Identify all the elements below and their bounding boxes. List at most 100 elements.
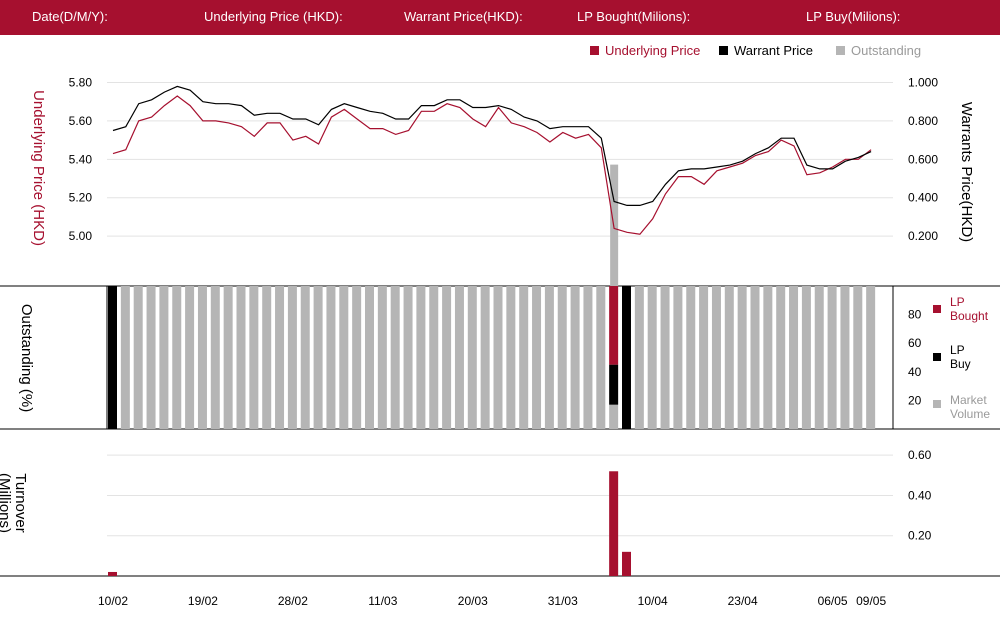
market-volume-bar xyxy=(172,286,182,429)
market-volume-bar xyxy=(352,286,362,429)
market-volume-bar xyxy=(596,286,606,429)
market-volume-bar xyxy=(223,286,233,429)
x-tick-label: 19/02 xyxy=(188,594,218,608)
turnover-bar xyxy=(609,471,619,576)
market-volume-bar xyxy=(583,286,593,429)
x-tick-label: 09/05 xyxy=(856,594,886,608)
market-volume-bar xyxy=(724,286,734,429)
outstanding-tick-label: 60 xyxy=(908,336,922,350)
market-volume-bar xyxy=(840,286,850,429)
outstanding-tick-label: 40 xyxy=(908,365,922,379)
market-volume-bar xyxy=(365,286,374,429)
market-volume-bar xyxy=(197,286,207,429)
market-volume-bar xyxy=(326,286,336,429)
market-volume-bar xyxy=(814,286,824,429)
market-volume-bar xyxy=(519,286,529,429)
lp-bought-bar xyxy=(609,286,619,365)
left-tick-label: 5.40 xyxy=(69,152,93,166)
market-volume-bar xyxy=(377,286,387,429)
market-volume-bar xyxy=(750,286,760,429)
right-tick-label: 1.000 xyxy=(908,76,938,90)
turnover-bar xyxy=(108,571,117,576)
right-tick-label: 0.400 xyxy=(908,191,938,205)
market-volume-bar xyxy=(339,286,349,429)
market-volume-bar xyxy=(711,286,721,429)
right-tick-label: 0.800 xyxy=(908,114,938,128)
underlying-price-line xyxy=(112,95,872,235)
left-tick-label: 5.80 xyxy=(69,76,93,90)
x-tick-label: 11/03 xyxy=(368,594,397,608)
market-volume-bar xyxy=(249,286,259,429)
lp-buy-bar xyxy=(622,286,631,429)
outstanding-tick-label: 80 xyxy=(908,308,922,322)
turnover-axis-title-line2: (Millions) xyxy=(0,473,13,533)
market-volume-bar xyxy=(454,286,464,429)
left-tick-label: 5.20 xyxy=(69,191,93,205)
market-volume-bar xyxy=(287,286,297,429)
x-tick-label: 31/03 xyxy=(548,594,578,608)
x-tick-label: 10/02 xyxy=(98,594,128,608)
legend-swatch xyxy=(933,305,941,313)
market-volume-bar xyxy=(210,286,220,429)
market-volume-bar xyxy=(737,286,747,429)
market-volume-bar xyxy=(673,286,683,429)
legend-swatch xyxy=(836,46,845,55)
x-tick-label: 20/03 xyxy=(458,594,488,608)
lp-buy-bar xyxy=(609,364,619,405)
lp-buy-label: LP Buy(Milions): xyxy=(806,9,901,24)
market-volume-bar xyxy=(827,286,837,429)
warrant-price-line xyxy=(112,85,872,206)
market-volume-bar xyxy=(159,286,169,429)
market-volume-bar xyxy=(275,286,285,429)
market-volume-bar xyxy=(493,286,503,429)
market-volume-bar xyxy=(544,286,554,429)
legend-label: Warrant Price xyxy=(734,43,813,58)
market-volume-bar xyxy=(133,286,143,429)
market-volume-bar xyxy=(262,286,272,429)
legend-swatch xyxy=(933,400,941,408)
market-volume-bar xyxy=(442,286,452,429)
right-tick-label: 0.600 xyxy=(908,152,938,166)
market-volume-bar xyxy=(480,286,490,429)
market-volume-bar xyxy=(185,286,195,429)
market-volume-bar xyxy=(699,286,709,429)
turnover-tick-label: 0.60 xyxy=(908,448,932,462)
market-volume-bar xyxy=(120,286,130,429)
market-volume-bar xyxy=(866,286,876,429)
market-volume-bar xyxy=(429,286,439,429)
market-volume-bar xyxy=(686,286,696,429)
market-volume-bar xyxy=(403,286,413,429)
market-volume-bar xyxy=(506,286,516,429)
legend-label: LP xyxy=(950,343,965,357)
left-tick-label: 5.60 xyxy=(69,114,93,128)
market-volume-bar xyxy=(660,286,670,429)
warrant-price-label: Warrant Price(HKD): xyxy=(404,9,523,24)
lp-bought-label: LP Bought(Milions): xyxy=(577,9,691,24)
legend-swatch xyxy=(933,353,941,361)
legend-label: Market xyxy=(950,393,987,407)
left-tick-label: 5.00 xyxy=(69,229,93,243)
header-bar: Date(D/M/Y): Underlying Price (HKD): War… xyxy=(0,0,1000,35)
lp-buy-bar xyxy=(108,286,117,429)
market-volume-bar xyxy=(236,286,246,429)
x-tick-label: 06/05 xyxy=(818,594,848,608)
market-volume-bar xyxy=(570,286,580,429)
legend-label: Outstanding xyxy=(851,43,921,58)
market-volume-bar xyxy=(557,286,567,429)
legend-label: Underlying Price xyxy=(605,43,700,58)
legend-swatch xyxy=(590,46,599,55)
market-volume-bar xyxy=(789,286,799,429)
legend-label: Volume xyxy=(950,407,990,421)
market-volume-bar xyxy=(300,286,310,429)
outstanding-axis-title: Outstanding (%) xyxy=(18,304,35,412)
market-volume-bar xyxy=(416,286,426,429)
market-volume-bar xyxy=(853,286,863,429)
market-volume-bar xyxy=(313,286,323,429)
turnover-axis-title-line1: Turnover xyxy=(12,473,29,532)
market-volume-bar xyxy=(146,286,156,429)
market-volume-bar xyxy=(390,286,400,429)
market-volume-bar xyxy=(763,286,773,429)
x-tick-label: 23/04 xyxy=(728,594,758,608)
market-volume-bar xyxy=(801,286,811,429)
